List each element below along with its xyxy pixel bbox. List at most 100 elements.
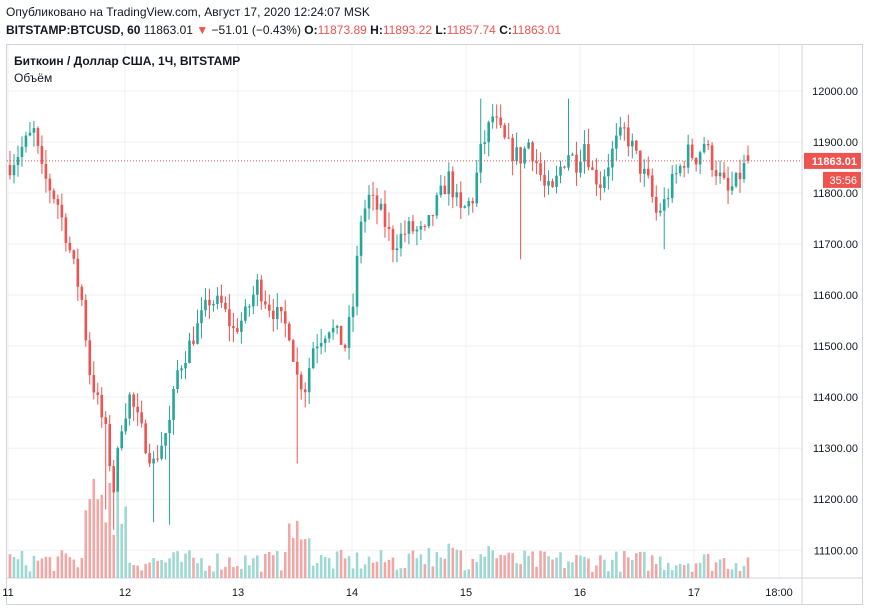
candle-body [702, 143, 706, 153]
volume-bar [48, 557, 52, 578]
candle-body [495, 116, 498, 118]
candle-body [40, 145, 44, 165]
volume-bar [746, 557, 750, 578]
candle-body [459, 192, 463, 208]
volume-bar [12, 556, 16, 578]
candle-body [479, 143, 483, 173]
candle-body [168, 419, 171, 434]
volume-bar [447, 543, 451, 578]
volume-bar [638, 551, 642, 578]
volume-bar [662, 570, 666, 578]
volume-bar [192, 557, 195, 578]
candle-body [351, 306, 355, 318]
chart-legend-title: Биткоин / Доллар США, 1Ч, BITSTAMP [14, 54, 241, 68]
volume-bar [248, 565, 251, 578]
volume-bar [443, 558, 447, 578]
candle-body [132, 394, 135, 407]
candle-body [271, 310, 275, 320]
last-price-label: 11863.01 [812, 156, 857, 168]
candle-body [658, 210, 662, 213]
close-label: C: [499, 23, 512, 37]
candle-body [240, 320, 243, 332]
volume-bar [415, 558, 419, 578]
candle-body [455, 192, 459, 198]
volume-bar [271, 555, 275, 578]
volume-bar [339, 550, 343, 578]
candle-body [515, 147, 518, 161]
x-tick-label: 18:00 [765, 587, 793, 599]
volume-bar [714, 562, 718, 578]
candle-body [738, 172, 742, 180]
candle-body [627, 127, 630, 147]
volume-bar [523, 550, 526, 578]
candle-body [662, 199, 666, 211]
candle-body [303, 389, 307, 393]
candle-body [124, 418, 127, 432]
candle-body [295, 361, 299, 375]
candle-body [184, 362, 187, 369]
volume-bar [631, 559, 634, 578]
volume-bar [583, 556, 586, 578]
volume-bar [36, 560, 40, 578]
volume-bar [615, 551, 618, 578]
candle-body [407, 221, 411, 234]
candle-body [160, 445, 163, 459]
volume-bar [108, 483, 112, 578]
volume-bar [375, 561, 379, 578]
volume-bar [635, 553, 638, 578]
countdown-label: 35:56 [829, 175, 857, 187]
arrow-down-icon: ▼ [196, 23, 209, 37]
volume-bar [702, 554, 706, 578]
candle-body [108, 423, 112, 467]
volume-bar [224, 566, 227, 578]
volume-bar [355, 552, 359, 578]
candle-body [746, 155, 750, 161]
candle-body [726, 177, 730, 191]
volume-bar [84, 510, 88, 578]
candle-body [56, 199, 60, 205]
candle-body [467, 200, 471, 207]
candle-body [567, 155, 570, 168]
volume-bar [212, 571, 215, 578]
candle-body [331, 327, 335, 333]
volume-bar [140, 570, 143, 578]
volume-bar [391, 557, 395, 578]
candle-body [375, 195, 379, 210]
candle-body [706, 143, 710, 146]
candle-body [555, 175, 558, 187]
volume-bar [551, 559, 554, 578]
candle-body [439, 185, 443, 196]
candle-body [264, 301, 267, 305]
candle-body [638, 150, 642, 174]
candle-body [347, 317, 351, 348]
volume-bar [287, 523, 291, 578]
candle-body [611, 148, 614, 168]
volume-bar [467, 569, 471, 578]
candle-body [619, 127, 622, 136]
volume-bar [20, 551, 24, 578]
candle-body [471, 200, 475, 204]
volume-bar [674, 565, 678, 578]
candle-body [722, 172, 726, 178]
volume-bar [666, 562, 670, 578]
low-label: L: [435, 23, 447, 37]
candle-body [208, 299, 211, 306]
volume-bar [252, 558, 255, 578]
x-tick-label: 15 [460, 587, 472, 599]
candle-body [116, 448, 120, 493]
candle-body [268, 304, 271, 311]
candle-body [543, 174, 546, 186]
x-tick-label: 14 [346, 587, 358, 599]
candle-body [367, 194, 371, 209]
volume-bar [642, 551, 646, 578]
volume-bar [28, 571, 32, 578]
volume-bar [710, 570, 714, 578]
volume-bar [690, 571, 694, 578]
candle-body [399, 233, 403, 249]
candle-body [188, 340, 191, 363]
volume-bar [427, 547, 431, 578]
candle-body [248, 306, 251, 308]
ohlc-header: BITSTAMP:BTCUSD, 60 11863.01 ▼ −51.01 (−… [6, 23, 561, 37]
volume-bar [124, 506, 127, 578]
